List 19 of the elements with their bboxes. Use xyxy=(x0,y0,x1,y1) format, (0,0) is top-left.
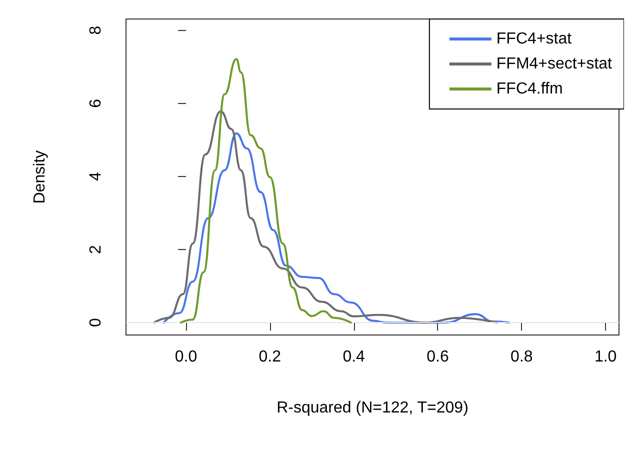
x-axis-title: R-squared (N=122, T=209) xyxy=(276,400,468,416)
line-series xyxy=(162,132,510,324)
y-tick-label: 4 xyxy=(88,172,104,181)
y-tick-label: 8 xyxy=(88,26,104,35)
x-tick-label: 0.4 xyxy=(342,348,366,366)
x-tick-label: 0.6 xyxy=(426,348,449,366)
x-tick-label: 1.0 xyxy=(594,348,617,366)
y-tick-label: 0 xyxy=(88,318,104,328)
y-axis-title: Density xyxy=(32,150,48,204)
x-tick-label: 0.8 xyxy=(510,348,533,366)
line-series xyxy=(153,110,498,324)
legend-label: FFC4.ffm xyxy=(496,80,563,98)
x-tick-label: 0.2 xyxy=(258,348,282,366)
line-series xyxy=(180,58,352,324)
legend-label: FFC4+stat xyxy=(496,30,572,48)
y-tick-label: 2 xyxy=(88,244,104,254)
legend-label: FFM4+sect+stat xyxy=(496,56,613,72)
x-tick-label: 0.0 xyxy=(174,348,198,366)
y-tick-label: 6 xyxy=(88,98,104,108)
